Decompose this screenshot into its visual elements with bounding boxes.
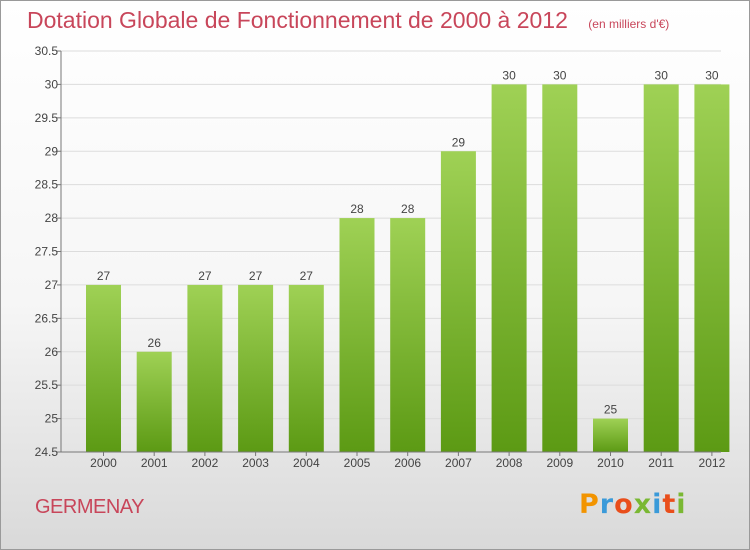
x-tick-label: 2012 <box>699 456 726 470</box>
y-tick-label: 27.5 <box>35 245 59 259</box>
x-tick-label: 2000 <box>90 456 117 470</box>
bar-value-label: 30 <box>553 68 567 82</box>
x-tick-label: 2010 <box>597 456 624 470</box>
x-tick-label: 2006 <box>394 456 421 470</box>
bar <box>643 84 679 453</box>
bar <box>288 284 324 452</box>
commune-name: GERMENAY <box>35 496 144 518</box>
x-tick-label: 2002 <box>192 456 219 470</box>
chart-subtitle: (en milliers d'€) <box>588 17 670 31</box>
bar <box>390 218 426 452</box>
y-tick-label: 28.5 <box>35 178 59 192</box>
x-tick-label: 2008 <box>496 456 523 470</box>
bar <box>86 284 121 452</box>
x-tick-label: 2003 <box>242 456 269 470</box>
x-tick-label: 2004 <box>293 456 320 470</box>
bar-value-label: 27 <box>97 269 111 283</box>
x-tick-label: 2005 <box>344 456 371 470</box>
bar <box>542 84 578 453</box>
bar-value-label: 30 <box>705 68 719 82</box>
bar <box>694 84 730 453</box>
logo-letter: o <box>614 489 634 520</box>
y-tick-label: 24.5 <box>35 445 59 459</box>
bar-value-label: 27 <box>249 269 263 283</box>
x-tick-label: 2001 <box>141 456 168 470</box>
logo-letter: x <box>633 489 653 520</box>
bar-value-label: 27 <box>198 269 212 283</box>
logo-letter: P <box>579 489 600 520</box>
bar-value-label: 28 <box>401 202 415 216</box>
x-tick-label: 2009 <box>546 456 573 470</box>
bar <box>491 84 527 453</box>
y-tick-label: 26 <box>45 345 59 359</box>
y-tick-label: 30 <box>45 77 59 91</box>
y-tick-label: 25.5 <box>35 378 59 392</box>
bar-value-label: 28 <box>350 202 364 216</box>
bars: 27 26 27 27 27 28 28 29 30 30 25 30 30 <box>86 68 730 453</box>
bar <box>339 218 375 452</box>
bar-value-label: 29 <box>452 135 466 149</box>
y-tick-label: 25 <box>45 412 59 426</box>
bar <box>440 151 476 452</box>
x-tick-label: 2011 <box>648 456 674 470</box>
logo-letter: i <box>652 489 663 520</box>
y-tick-label: 27 <box>45 278 59 292</box>
bar-value-label: 26 <box>148 336 162 350</box>
bar <box>187 284 223 452</box>
chart-title-line: Dotation Globale de Fonctionnement de 20… <box>27 7 669 34</box>
x-axis: 2000 2001 2002 2003 2004 2005 2006 2007 2008 2009… <box>61 451 726 470</box>
y-axis: 24.5 25 25.5 26 26.5 27 27.5 28 28.5 29 29.5 30 30.5 <box>35 44 62 459</box>
chart-title: Dotation Globale de Fonctionnement de 20… <box>27 7 568 33</box>
bar <box>593 418 628 452</box>
bar <box>136 351 172 452</box>
y-tick-label: 29 <box>45 144 59 158</box>
x-tick-label: 2007 <box>445 456 472 470</box>
y-tick-label: 29.5 <box>35 111 59 125</box>
proxiti-logo[interactable]: Proxiti <box>579 489 687 520</box>
bar-value-label: 27 <box>300 269 314 283</box>
bar-value-label: 30 <box>655 68 669 82</box>
y-tick-label: 28 <box>45 211 59 225</box>
logo-letter: t <box>662 489 677 520</box>
logo-letter: i <box>676 489 687 520</box>
bar <box>238 284 274 452</box>
y-tick-label: 30.5 <box>35 44 59 58</box>
bar-value-label: 25 <box>604 403 618 417</box>
y-tick-label: 26.5 <box>35 311 59 325</box>
logo-letter: r <box>599 489 615 520</box>
bar-value-label: 30 <box>502 68 516 82</box>
